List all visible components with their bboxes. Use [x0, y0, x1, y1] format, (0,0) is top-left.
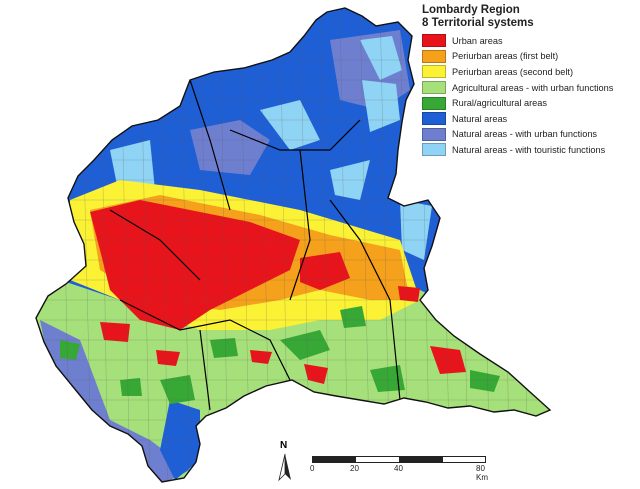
legend-swatch [422, 112, 446, 126]
zone-natural-urban-center [190, 120, 270, 175]
north-label: N [280, 440, 288, 451]
legend-swatch [422, 65, 446, 79]
scale-tick: 20 [350, 464, 359, 473]
legend-swatch [422, 34, 446, 48]
legend-item: Agricultural areas - with urban function… [422, 80, 634, 96]
legend-item: Rural/agricultural areas [422, 95, 634, 111]
zone-touristic-north-1 [260, 100, 320, 150]
north-arrow-icon [278, 453, 291, 482]
legend-label: Periurban areas (second belt) [452, 66, 574, 77]
zone-rural-4 [210, 338, 238, 358]
legend-label: Natural areas - with touristic functions [452, 144, 606, 155]
province-boundaries [109, 79, 401, 411]
zone-touristic-northeast-1 [360, 36, 402, 80]
zone-rural-3 [160, 375, 195, 404]
scale-bar: 0 20 40 80 Km [308, 452, 498, 482]
zone-rural-1 [280, 330, 330, 360]
scale-bar-graphic [312, 456, 486, 463]
zone-touristic-garda [400, 200, 432, 260]
scale-tick: 40 [394, 464, 403, 473]
scale-tick: 0 [310, 464, 315, 473]
region-outline [35, 7, 552, 483]
legend-label: Agricultural areas - with urban function… [452, 82, 614, 93]
zone-urban-cremona [304, 364, 328, 384]
legend-item: Urban areas [422, 33, 634, 49]
legend-label: Natural areas - with urban functions [452, 129, 598, 140]
zone-rural-8 [120, 378, 142, 396]
map-legend: Lombardy Region 8 Territorial systems Ur… [422, 4, 634, 158]
zone-urban-bergamo [300, 252, 350, 290]
legend-item: Natural areas - with touristic functions [422, 142, 634, 158]
zone-urban-milan [90, 200, 300, 330]
legend-swatch [422, 96, 446, 110]
legend-title-line1: Lombardy Region [422, 4, 520, 16]
legend-swatch [422, 143, 446, 157]
legend-title-line2: 8 Territorial systems [422, 17, 534, 29]
legend-label: Urban areas [452, 35, 503, 46]
zone-rural-2 [370, 365, 405, 392]
legend-label: Natural areas [452, 113, 508, 124]
north-arrow: N [276, 440, 294, 482]
zone-urban-pavia [156, 350, 180, 366]
legend-swatch [422, 81, 446, 95]
legend-swatch [422, 127, 446, 141]
legend-label: Rural/agricultural areas [452, 98, 547, 109]
legend-item: Natural areas - with urban functions [422, 127, 634, 143]
zone-rural-6 [470, 370, 500, 392]
legend-label: Periurban areas (first belt) [452, 51, 559, 62]
zone-touristic-northeast-2 [362, 80, 400, 132]
legend-item: Periurban areas (first belt) [422, 49, 634, 65]
legend-swatch [422, 49, 446, 63]
legend-item: Periurban areas (second belt) [422, 64, 634, 80]
zone-urban-brescia [398, 286, 420, 302]
zone-rural-5 [340, 306, 366, 328]
legend-list: Urban areas Periurban areas (first belt)… [422, 33, 634, 158]
scale-tick: 80 Km [476, 464, 488, 482]
zone-rural-7 [60, 340, 80, 360]
zone-urban-lodi [250, 350, 272, 364]
zone-urban-south-1 [100, 322, 130, 342]
zone-natural-urban-southwest [40, 320, 190, 482]
legend-item: Natural areas [422, 111, 634, 127]
